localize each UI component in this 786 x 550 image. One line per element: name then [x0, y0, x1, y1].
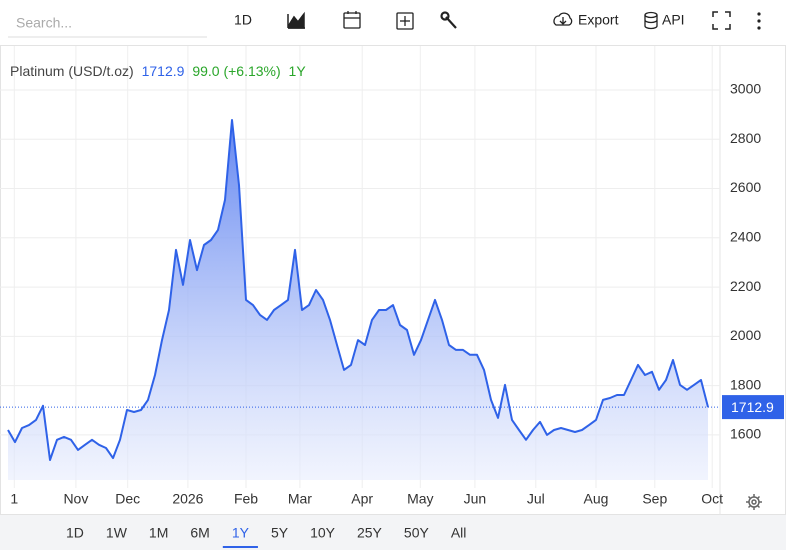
calendar-button[interactable]: [343, 11, 361, 29]
y-tick-label: 2000: [730, 327, 761, 343]
export-button[interactable]: Export: [553, 12, 619, 28]
range-button[interactable]: 1W: [106, 525, 128, 541]
axes: 1600 1800 2000 2200 2400 2600 2800 3000 1 Nov Dec 2…: [10, 81, 784, 507]
export-label: Export: [578, 12, 619, 28]
tools-button[interactable]: [440, 11, 457, 29]
range-button[interactable]: 5Y: [271, 525, 289, 541]
range-bar: [0, 515, 786, 550]
y-tick-label: 2800: [730, 130, 761, 146]
last-price-label: 1712.9: [731, 399, 774, 415]
range-button[interactable]: 25Y: [357, 525, 383, 541]
last-price-tag: [722, 395, 784, 420]
fullscreen-button[interactable]: [712, 11, 731, 30]
y-tick-label: 2200: [730, 278, 761, 294]
legend-price: 1712.9: [142, 63, 185, 79]
y-tick-label: 3000: [730, 81, 761, 97]
range-button[interactable]: 10Y: [310, 525, 336, 541]
x-tick-label: Jun: [464, 491, 487, 507]
search-box[interactable]: Search...: [16, 15, 72, 31]
range-button[interactable]: All: [451, 525, 467, 541]
chart-type-button[interactable]: [287, 11, 305, 29]
range-button[interactable]: 6M: [190, 525, 209, 541]
area: [8, 120, 708, 480]
compare-button[interactable]: [396, 12, 414, 30]
api-label: API: [662, 12, 685, 28]
plot: [0, 119, 720, 480]
legend-change: 99.0 (+6.13%): [192, 63, 280, 79]
range-button[interactable]: 50Y: [404, 525, 430, 541]
x-tick-label: Oct: [701, 491, 723, 507]
y-tick-label: 2600: [730, 179, 761, 195]
range-button[interactable]: 1M: [149, 525, 168, 541]
range-buttons: 1D 1W 1M 6M 1Y 5Y 10Y 25Y 50Y All: [66, 525, 467, 548]
legend: Platinum (USD/t.oz) 1712.9 99.0 (+6.13%)…: [10, 63, 306, 79]
y-tick-label: 2400: [730, 229, 761, 245]
x-tick-label: Apr: [351, 491, 373, 507]
settings-button[interactable]: [746, 494, 762, 510]
y-tick-label: 1600: [730, 426, 761, 442]
range-button[interactable]: 1D: [66, 525, 84, 541]
y-tick-label: 1800: [730, 376, 761, 392]
x-tick-label: Dec: [115, 491, 140, 507]
x-tick-label: Aug: [584, 491, 609, 507]
legend-period: 1Y: [289, 63, 307, 79]
x-tick-label: Sep: [642, 491, 667, 507]
x-tick-label: Jul: [527, 491, 545, 507]
range-button[interactable]: 1Y: [232, 525, 250, 541]
x-tick-label: 1: [10, 491, 18, 507]
instrument-name: Platinum (USD/t.oz): [10, 63, 134, 79]
x-tick-label: Nov: [63, 491, 88, 507]
menu-button[interactable]: [757, 12, 761, 30]
price-line: [7, 119, 709, 461]
x-tick-label: Feb: [234, 491, 258, 507]
x-tick-label: May: [407, 491, 433, 507]
x-tick-label: 2026: [172, 491, 203, 507]
api-button[interactable]: API: [644, 12, 685, 30]
x-tick-label: Mar: [288, 491, 312, 507]
interval-button[interactable]: 1D: [234, 12, 252, 28]
